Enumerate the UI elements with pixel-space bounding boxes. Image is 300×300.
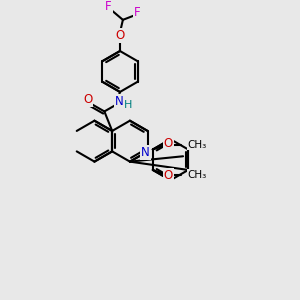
Text: N: N xyxy=(115,95,123,108)
Text: F: F xyxy=(105,0,112,13)
Text: CH₃: CH₃ xyxy=(188,170,207,180)
Text: O: O xyxy=(164,169,173,182)
Text: O: O xyxy=(164,137,173,150)
Text: F: F xyxy=(134,5,141,19)
Text: O: O xyxy=(83,93,92,106)
Text: N: N xyxy=(141,146,150,159)
Text: O: O xyxy=(115,29,124,42)
Text: H: H xyxy=(124,100,132,110)
Text: CH₃: CH₃ xyxy=(188,140,207,150)
